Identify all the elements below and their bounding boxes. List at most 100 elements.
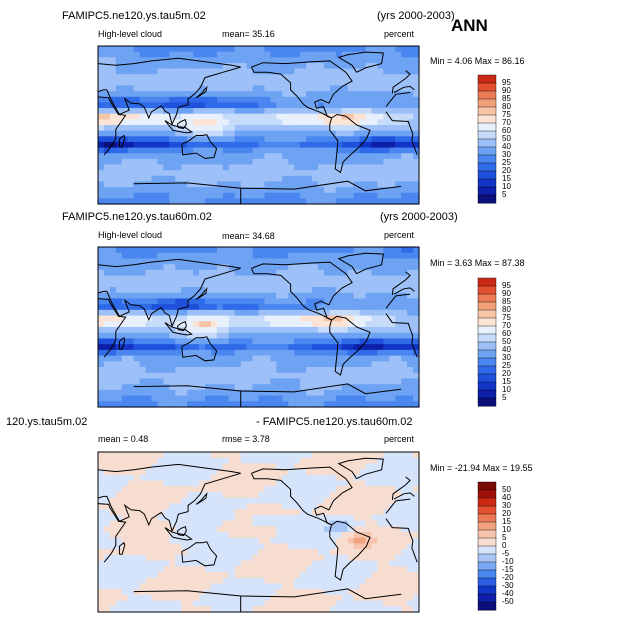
field-cell (216, 509, 224, 516)
field-cell (359, 549, 367, 556)
field-cell (157, 247, 164, 254)
field-cell (145, 503, 153, 510)
field-cell (317, 332, 325, 340)
field-cell (103, 503, 111, 510)
field-cell (359, 497, 367, 505)
field-cell (210, 136, 218, 143)
field-cell (246, 158, 254, 166)
field-cell (145, 526, 153, 533)
field-cell (371, 327, 378, 334)
field-cell (270, 91, 277, 98)
field-cell (246, 355, 254, 362)
field-cell (407, 57, 414, 64)
field-cell (294, 108, 301, 115)
field-cell (413, 560, 420, 567)
field-cell (306, 338, 313, 345)
field-cell (205, 247, 212, 254)
field-cell (300, 62, 307, 70)
field-cell (103, 304, 111, 311)
field-cell (181, 492, 188, 499)
field-cell (127, 338, 135, 345)
field-cell (323, 252, 331, 260)
field-cell (234, 480, 242, 487)
field-cell (222, 281, 230, 288)
field-cell (210, 509, 218, 516)
field-cell (216, 372, 224, 380)
field-cell (317, 526, 325, 533)
field-cell (276, 57, 283, 64)
field-cell (98, 102, 105, 109)
field-cell (383, 549, 390, 556)
field-cell (347, 401, 355, 408)
field-cell (371, 452, 378, 459)
field-cell (234, 463, 242, 470)
field-cell (151, 91, 159, 98)
field-cell (169, 349, 176, 357)
field-cell (145, 74, 153, 81)
field-cell (145, 119, 153, 126)
field-cell (353, 181, 361, 188)
field-cell (407, 275, 414, 282)
field-cell (157, 497, 164, 505)
field-cell (312, 338, 319, 345)
field-cell (389, 594, 396, 602)
field-cell (276, 113, 283, 120)
field-cell (323, 583, 331, 590)
field-cell (359, 492, 367, 499)
field-cell (175, 401, 182, 408)
field-cell (133, 327, 141, 334)
field-cell (294, 606, 301, 613)
field-cell (312, 164, 319, 171)
field-cell (169, 187, 176, 194)
field-cell (133, 252, 141, 260)
field-cell (151, 589, 159, 596)
field-cell (103, 130, 111, 137)
field-cell (353, 119, 361, 126)
field-cell (246, 327, 254, 334)
field-cell (175, 486, 182, 493)
field-cell (359, 344, 367, 351)
field-cell (341, 91, 349, 98)
field-cell (276, 367, 283, 374)
field-cell (163, 463, 170, 470)
field-cell (323, 327, 331, 334)
coastline-europe-asia (98, 57, 241, 126)
field-cell (216, 130, 224, 137)
field-cell (270, 401, 277, 408)
field-cell (228, 327, 236, 334)
field-cell (145, 463, 153, 470)
field-cell (413, 281, 420, 288)
field-cell (377, 543, 384, 550)
field-cell (329, 503, 337, 510)
field-cell (401, 287, 408, 294)
field-cell (98, 480, 105, 487)
field-cell (312, 577, 319, 585)
field-cell (169, 175, 176, 183)
field-cell (193, 119, 200, 126)
field-cell (163, 486, 170, 493)
field-cell (341, 463, 349, 470)
field-cell (98, 153, 105, 160)
field-cell (169, 258, 176, 265)
field-cell (407, 102, 414, 109)
field-cell (121, 480, 129, 487)
field-cell (264, 327, 271, 334)
field-cell (234, 549, 242, 556)
field-cell (199, 113, 206, 120)
field-cell (359, 175, 367, 183)
field-cell (98, 46, 105, 53)
field-cell (163, 281, 170, 288)
field-cell (133, 463, 141, 470)
field-cell (288, 264, 295, 271)
field-cell (341, 355, 349, 362)
field-cell (163, 247, 170, 254)
field-cell (181, 452, 188, 459)
field-cell (199, 147, 206, 154)
field-cell (222, 372, 230, 380)
field-cell (240, 192, 248, 199)
field-cell (276, 141, 283, 149)
field-cell (264, 589, 271, 596)
field-cell (407, 136, 414, 143)
field-cell (246, 315, 254, 322)
field-cell (151, 192, 159, 199)
